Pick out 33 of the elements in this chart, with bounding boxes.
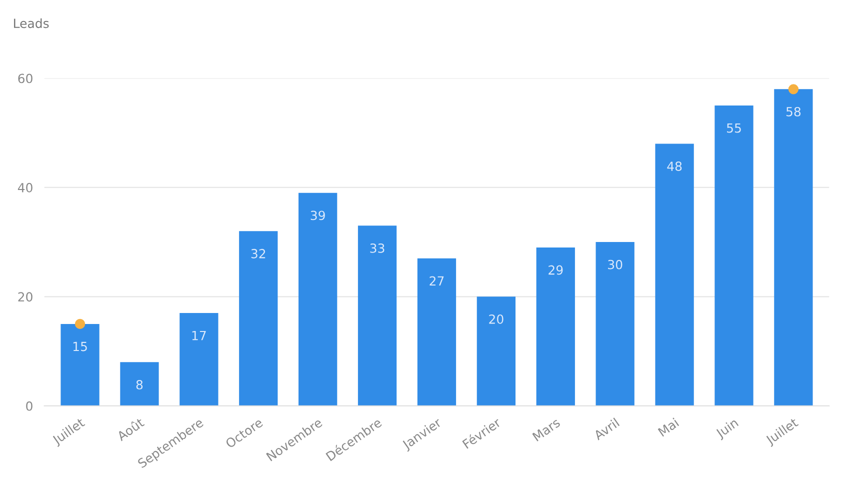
- data-label: 8: [136, 380, 143, 390]
- y-axis-title: Leads: [14, 18, 49, 28]
- data-label: 20: [489, 314, 504, 324]
- data-label: 32: [251, 248, 266, 258]
- bar: [358, 226, 397, 406]
- bar: [476, 296, 516, 406]
- bar: [536, 248, 575, 406]
- data-label: 27: [430, 276, 444, 286]
- y-tick-label: 20: [18, 292, 32, 302]
- bar: [120, 362, 159, 406]
- bar: [596, 242, 634, 406]
- bar: [298, 192, 338, 406]
- data-label: 33: [370, 243, 384, 253]
- bar: [714, 106, 754, 406]
- x-tick-label: Mai: [658, 418, 680, 437]
- bar: [60, 324, 100, 406]
- data-label: 39: [310, 210, 325, 220]
- data-label: 30: [608, 260, 622, 270]
- y-tick-label: 40: [18, 182, 32, 192]
- data-label: 15: [73, 342, 87, 352]
- bar: [774, 89, 813, 406]
- bar: [417, 258, 456, 406]
- data-label: 29: [548, 265, 563, 275]
- bar: [180, 313, 218, 406]
- bar: [239, 231, 278, 406]
- bar: [655, 144, 694, 406]
- y-tick-label: 0: [26, 401, 32, 411]
- data-label: 55: [727, 123, 741, 133]
- x-tick-label: Juin: [714, 418, 740, 440]
- data-label: 58: [786, 106, 801, 116]
- data-label: 17: [192, 330, 206, 340]
- y-tick-label: 60: [18, 74, 32, 84]
- data-label: 48: [667, 162, 682, 172]
